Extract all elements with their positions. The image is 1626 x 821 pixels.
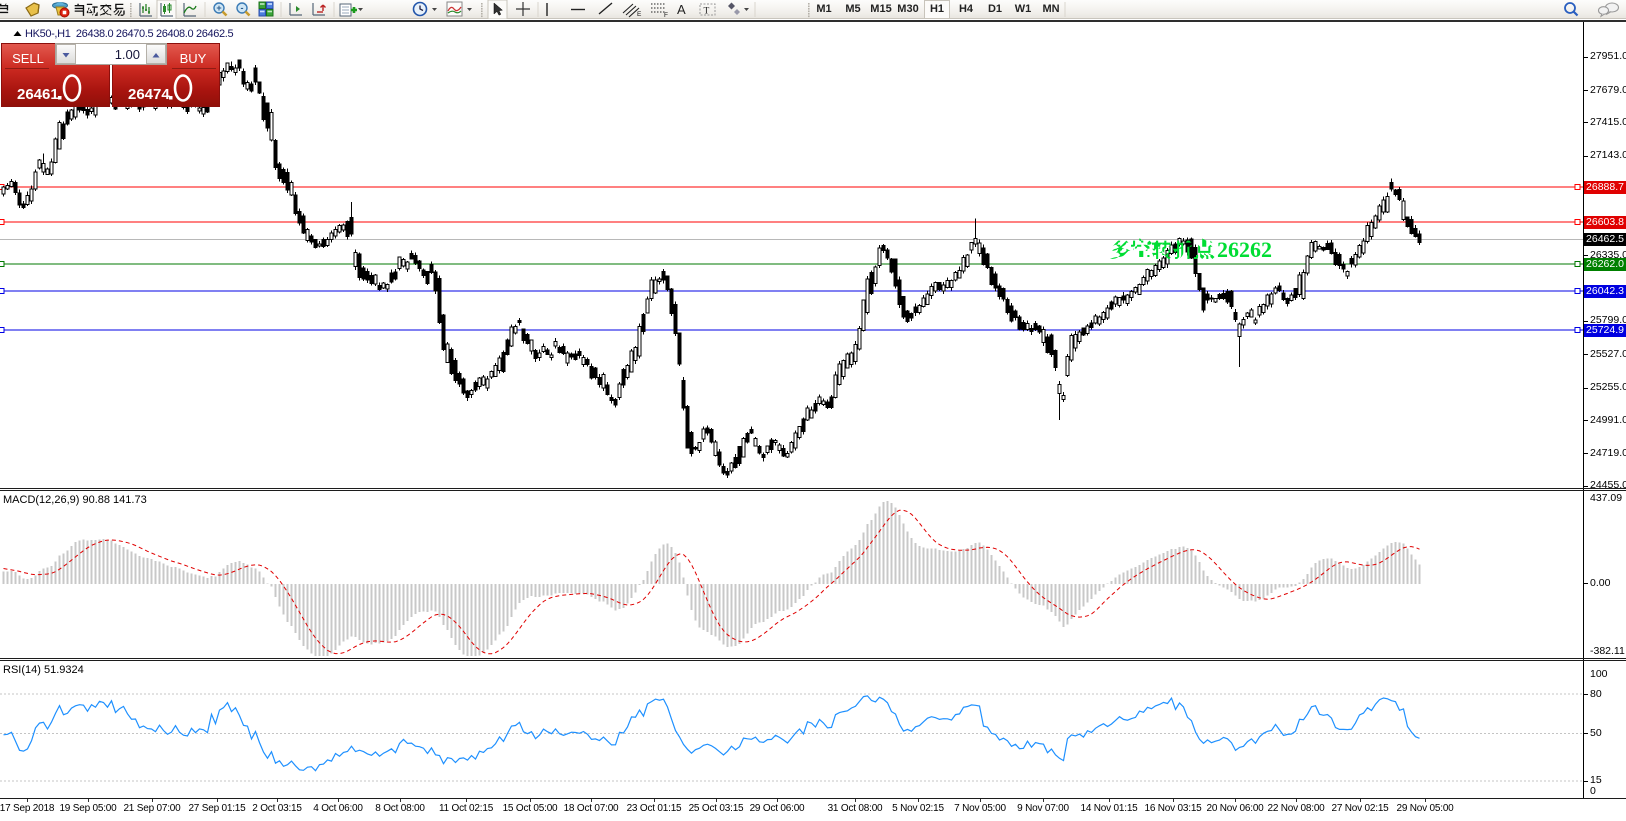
svg-text:26262: 26262 xyxy=(1217,237,1272,262)
svg-text:-: - xyxy=(241,3,244,13)
svg-text:+: + xyxy=(216,3,221,13)
svg-text:F: F xyxy=(664,12,668,19)
svg-text:E: E xyxy=(637,11,642,18)
svg-text:T: T xyxy=(704,7,710,17)
svg-text:A: A xyxy=(677,2,686,17)
